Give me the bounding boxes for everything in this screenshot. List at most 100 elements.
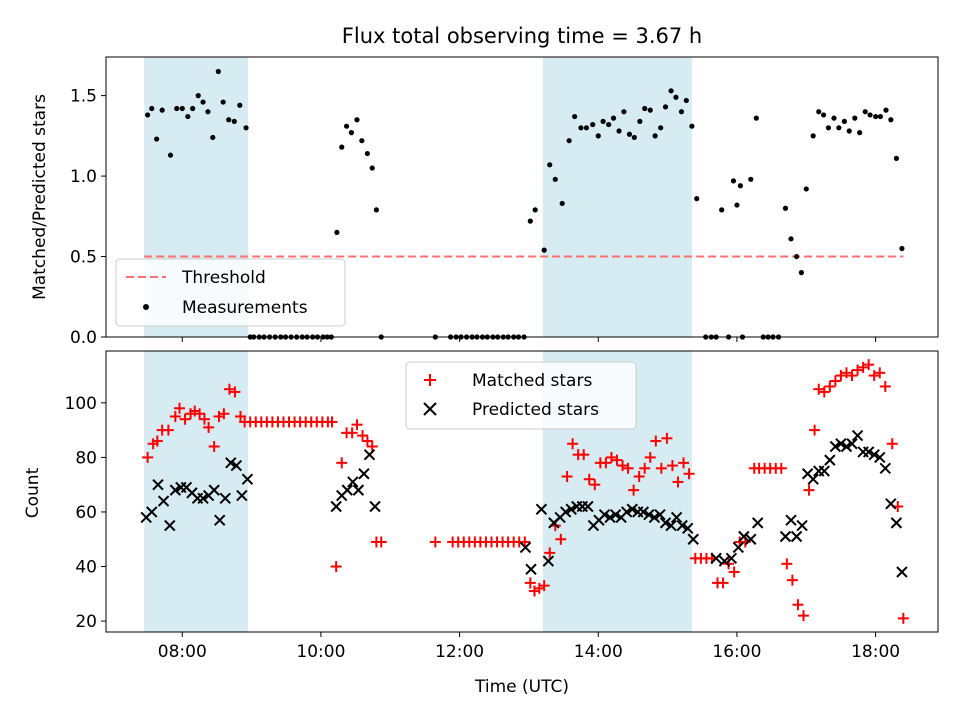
x-tick-label: 12:00 <box>435 642 484 662</box>
measurement-point <box>803 186 809 192</box>
matched-star-point <box>683 468 695 480</box>
measurement-point <box>243 125 249 131</box>
measurement-point <box>149 105 155 112</box>
predicted-star-point <box>745 533 757 545</box>
predicted-star-point <box>598 508 611 521</box>
matched-star-point <box>611 454 623 466</box>
measurement-point <box>652 133 658 139</box>
predicted-star-point <box>152 478 164 491</box>
predicted-star-point <box>197 492 209 505</box>
measurement-point <box>782 205 789 211</box>
observing-window-shade <box>144 351 249 632</box>
predicted-star-point <box>519 541 532 554</box>
measurement-point <box>583 125 590 131</box>
measurement-point <box>678 109 685 115</box>
predicted-star-point <box>208 484 220 496</box>
measurement-point <box>566 138 572 144</box>
measurement-point <box>527 218 533 224</box>
y-tick-label: 40 <box>75 558 97 578</box>
measurements-layer <box>145 68 905 340</box>
x-tick-label: 16:00 <box>712 642 761 662</box>
measurement-point <box>631 134 637 141</box>
legend-predicted-label: Predicted stars <box>472 400 599 420</box>
predicted-star-point <box>358 468 370 480</box>
matched-star-point <box>803 484 815 496</box>
matched-star-point <box>633 470 645 482</box>
predicted-star-point <box>369 500 381 513</box>
predicted-star-point <box>796 519 808 532</box>
legend-matched-swatch <box>424 374 436 386</box>
predicted-star-point <box>535 503 548 515</box>
predicted-star-point <box>752 517 764 529</box>
measurement-point <box>734 202 740 208</box>
matched-star-point <box>829 375 841 387</box>
bottom-ylabel: Count <box>23 467 43 518</box>
matched-star-point <box>672 476 684 488</box>
matched-star-point <box>818 386 830 398</box>
matched-star-point <box>524 577 536 589</box>
predicted-star-point <box>681 522 694 535</box>
measurement-point <box>606 121 612 128</box>
matched-star-point <box>666 460 678 472</box>
predicted-star-point <box>725 552 738 565</box>
predicted-star-point <box>542 555 555 567</box>
predicted-star-point <box>676 519 688 532</box>
measurement-point <box>852 115 858 121</box>
predicted-star-point <box>637 506 650 518</box>
predicted-star-point <box>347 476 359 488</box>
matched-star-point <box>605 451 617 463</box>
predicted-star-point <box>604 511 616 524</box>
matched-star-point <box>366 440 378 452</box>
predicted-star-point <box>330 500 342 513</box>
matched-star-point <box>622 462 634 474</box>
matched-star-point <box>223 383 235 395</box>
measurement-point <box>154 136 160 142</box>
matched-star-point <box>351 419 363 431</box>
matched-star-point <box>173 402 185 414</box>
matched-star-point <box>583 473 595 485</box>
measurement-point <box>836 125 842 131</box>
measurement-point <box>373 207 379 213</box>
measurement-point <box>883 107 889 113</box>
matched-star-point <box>198 413 210 425</box>
predicted-star-point <box>643 508 655 521</box>
predicted-star-point <box>525 563 537 575</box>
predicted-star-point <box>241 473 254 485</box>
legend-matched-label: Matched stars <box>472 371 592 391</box>
predicted-star-point <box>225 457 237 469</box>
y-tick-label: 100 <box>65 394 97 414</box>
predicted-star-point <box>620 506 633 518</box>
legend-predicted-swatch <box>423 402 437 416</box>
measurement-point <box>339 144 345 150</box>
top-ylabel: Matched/Predicted stars <box>30 94 50 300</box>
measurement-point <box>841 118 848 124</box>
measurement-point <box>145 112 151 118</box>
predicted-star-point <box>890 517 903 529</box>
measurement-point <box>668 88 674 94</box>
matched-star-point <box>203 421 215 433</box>
matched-star-point <box>578 449 590 461</box>
measurement-point <box>694 196 700 202</box>
predicted-star-point <box>879 462 892 475</box>
measurement-point <box>626 131 633 137</box>
matched-star-point <box>429 536 441 548</box>
predicted-star-point <box>779 530 792 543</box>
matched-star-point <box>863 359 875 371</box>
matched-star-point <box>151 435 163 447</box>
matched-star-point <box>194 408 206 420</box>
predicted-star-point <box>851 429 864 442</box>
measurement-point <box>673 94 679 100</box>
predicted-star-point <box>824 454 836 466</box>
measurement-point <box>590 121 596 128</box>
measurement-point <box>867 112 873 118</box>
predicted-star-point <box>885 498 897 510</box>
measurement-point <box>637 118 643 124</box>
matched-star-point <box>617 460 629 472</box>
matched-star-point <box>142 451 154 463</box>
measurement-point <box>185 113 191 120</box>
measurement-point <box>200 99 206 105</box>
measurement-point <box>226 117 232 123</box>
y-tick-label: 0.5 <box>70 248 97 268</box>
predicted-star-point <box>236 489 248 502</box>
matched-star-point <box>775 462 787 474</box>
